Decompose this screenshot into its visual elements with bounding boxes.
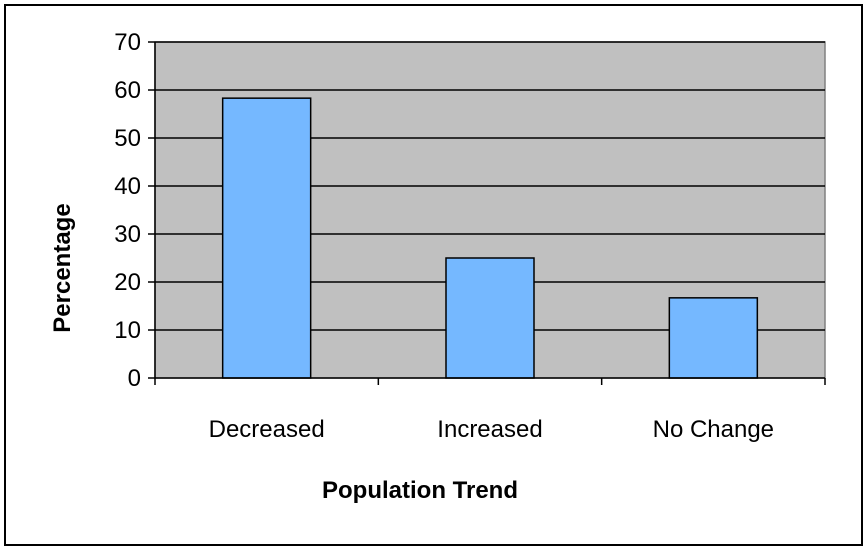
- x-category-label: Increased: [437, 416, 542, 443]
- y-tick-label: 50: [114, 125, 141, 152]
- x-category-label: No Change: [653, 416, 774, 443]
- y-tick-label: 0: [128, 365, 141, 392]
- y-tick-labels: 0 10 20 30 40 50 60 70: [114, 29, 141, 392]
- y-tick-label: 30: [114, 221, 141, 248]
- bar-decreased: [221, 97, 312, 379]
- x-category-labels: Decreased Increased No Change: [209, 416, 774, 443]
- y-tick-label: 40: [114, 173, 141, 200]
- y-tick-label: 10: [114, 317, 141, 344]
- x-axis-title: Population Trend: [322, 477, 518, 504]
- y-tick-label: 70: [114, 29, 141, 56]
- y-axis-title: Percentage: [49, 203, 76, 332]
- x-category-label: Decreased: [209, 416, 325, 443]
- y-tick-label: 60: [114, 77, 141, 104]
- y-tick-label: 20: [114, 269, 141, 296]
- axes: [148, 41, 826, 385]
- bar-increased: [445, 257, 535, 379]
- bars: [221, 97, 759, 379]
- bar-no-change: [668, 297, 759, 379]
